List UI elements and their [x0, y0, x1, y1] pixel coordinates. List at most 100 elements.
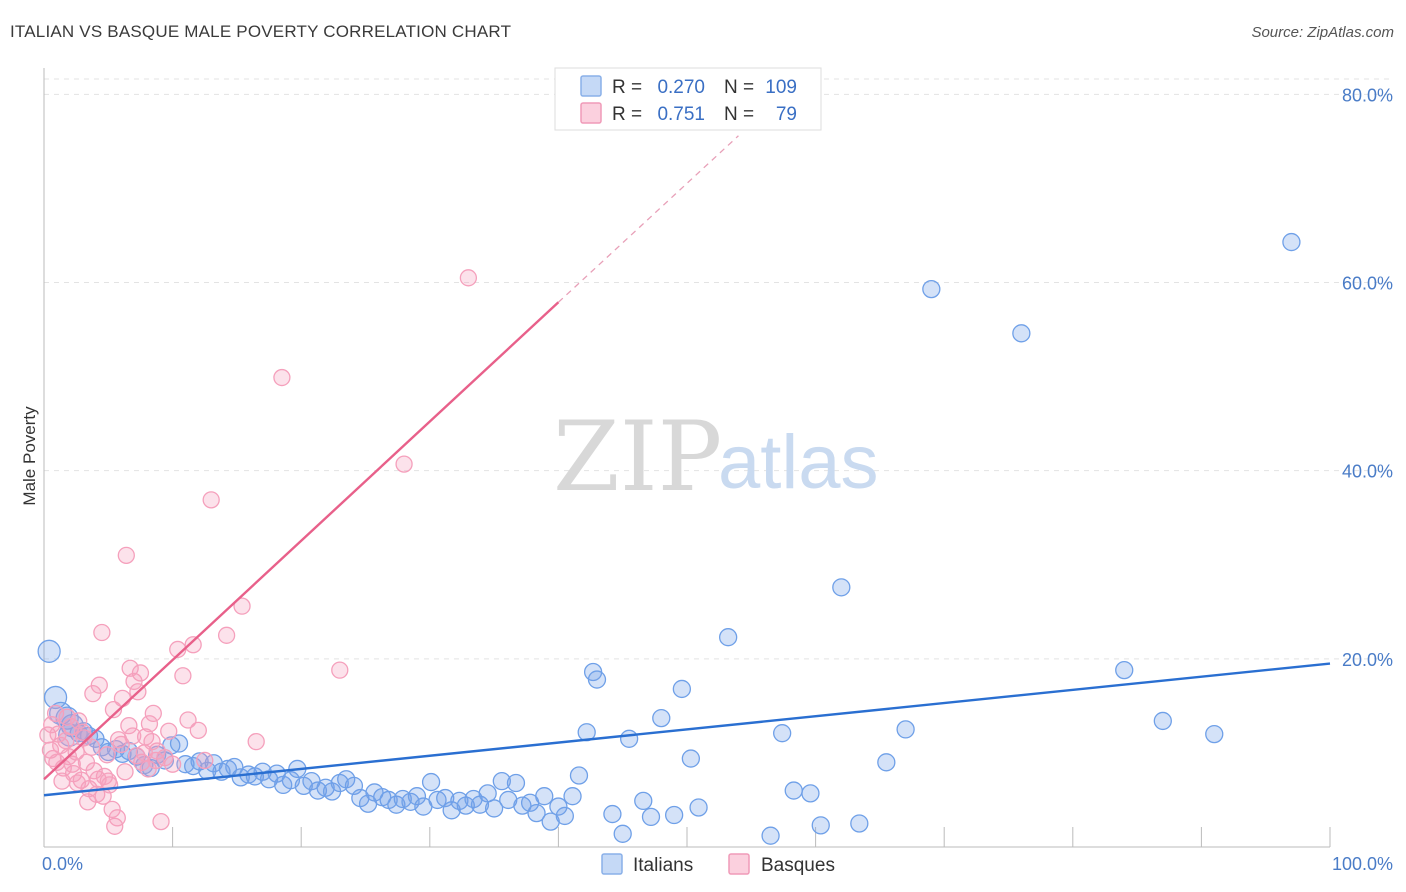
italians-point [478, 784, 497, 803]
basques-point [459, 269, 478, 287]
italians-point [1115, 660, 1134, 680]
basques-point [174, 667, 192, 685]
italians-point [563, 787, 582, 806]
italians-point [587, 670, 607, 689]
axes [43, 68, 1331, 848]
basques-points [39, 269, 478, 835]
basques-regression-line [43, 301, 560, 781]
basques-point [99, 772, 117, 790]
italians-point [784, 781, 803, 800]
basques-r-label: R = [612, 104, 642, 125]
basques-point [93, 623, 111, 642]
italians-point [641, 807, 661, 827]
basques-point [85, 762, 103, 780]
watermark: ZIP atlas [553, 401, 879, 513]
basques-point [131, 664, 150, 682]
italians-point [549, 797, 568, 816]
basques-point [112, 735, 130, 754]
italians-point [613, 824, 632, 843]
basques-n-value: 79 [776, 104, 797, 125]
basques-point [53, 772, 71, 790]
basques-point [184, 636, 202, 654]
basques-point [120, 716, 138, 735]
chart-title: ITALIAN VS BASQUE MALE POVERTY CORRELATI… [10, 22, 512, 41]
italians-point [681, 749, 701, 768]
bottom-italians-label: Italians [633, 855, 693, 876]
x-tick-label: 0.0% [42, 854, 83, 874]
basques-point [116, 763, 134, 781]
x-tick-label: 100.0% [1332, 854, 1393, 874]
italians-point [850, 814, 869, 833]
basques-point [43, 716, 61, 734]
italians-point [1205, 724, 1224, 744]
italians-point [442, 801, 461, 820]
italians-point [169, 734, 189, 753]
basques-point [147, 751, 165, 770]
italians-point [1153, 711, 1172, 731]
italians-point [484, 799, 504, 818]
italians-point [634, 791, 653, 811]
basques-point [103, 800, 121, 819]
y-tick-label: 20.0% [1342, 650, 1393, 670]
watermark-zip: ZIP [553, 401, 722, 513]
italians-point [922, 279, 941, 299]
bottom-italians-swatch [601, 853, 623, 875]
basques-regression-extension [557, 135, 739, 303]
italians-point [619, 729, 639, 748]
italians-regression-line [43, 662, 1331, 797]
italians-point [761, 826, 780, 845]
basques-point [140, 715, 159, 733]
italians-point [37, 639, 61, 663]
basques-point [189, 721, 207, 739]
italians-point [527, 803, 546, 823]
basques-point [331, 661, 349, 679]
basques-point [104, 700, 123, 719]
italians-point [555, 806, 574, 826]
basques-point [98, 746, 116, 764]
italians-r-label: R = [612, 77, 642, 98]
basques-point [395, 455, 413, 473]
italians-n-label: N = [724, 77, 754, 98]
italians-point [535, 787, 554, 806]
basques-point [144, 704, 162, 723]
italians-point [811, 816, 830, 835]
italians-point [506, 773, 526, 793]
basques-point [63, 755, 81, 773]
y-tick-label: 40.0% [1342, 462, 1393, 482]
italians-points [37, 232, 1301, 845]
basques-point [247, 732, 265, 751]
italians-point [1012, 324, 1031, 343]
italians-point [689, 798, 708, 817]
italians-point [877, 753, 896, 772]
basques-point [143, 732, 161, 751]
basques-point [109, 731, 128, 749]
grid-lines [44, 78, 1392, 660]
italians-point [492, 771, 511, 791]
italians-point [569, 766, 589, 785]
basques-point [84, 684, 102, 703]
italians-point [1282, 232, 1301, 252]
italians-point [719, 628, 738, 647]
italians-point [832, 578, 851, 597]
basques-point [202, 491, 220, 509]
italians-point [421, 772, 441, 792]
basques-point [179, 711, 197, 729]
basques-point [124, 727, 142, 745]
italians-point [190, 752, 209, 771]
y-tick-label: 60.0% [1342, 274, 1393, 294]
basques-n-label: N = [724, 104, 754, 125]
italians-point [664, 805, 684, 825]
bottom-basques-swatch [728, 853, 750, 875]
italians-n-value: 109 [765, 77, 797, 98]
basques-point [160, 722, 178, 740]
basques-point [117, 546, 135, 565]
basques-point [121, 659, 139, 677]
italians-swatch [580, 75, 602, 97]
bottom-legend: Italians Basques [601, 853, 835, 876]
basques-point [196, 751, 214, 770]
italians-point [407, 787, 427, 806]
italians-point [773, 724, 792, 743]
top-legend: R = 0.270 N = 109 R = 0.751 N = 79 [554, 67, 822, 131]
basques-point [217, 626, 236, 644]
italians-point [652, 708, 671, 728]
